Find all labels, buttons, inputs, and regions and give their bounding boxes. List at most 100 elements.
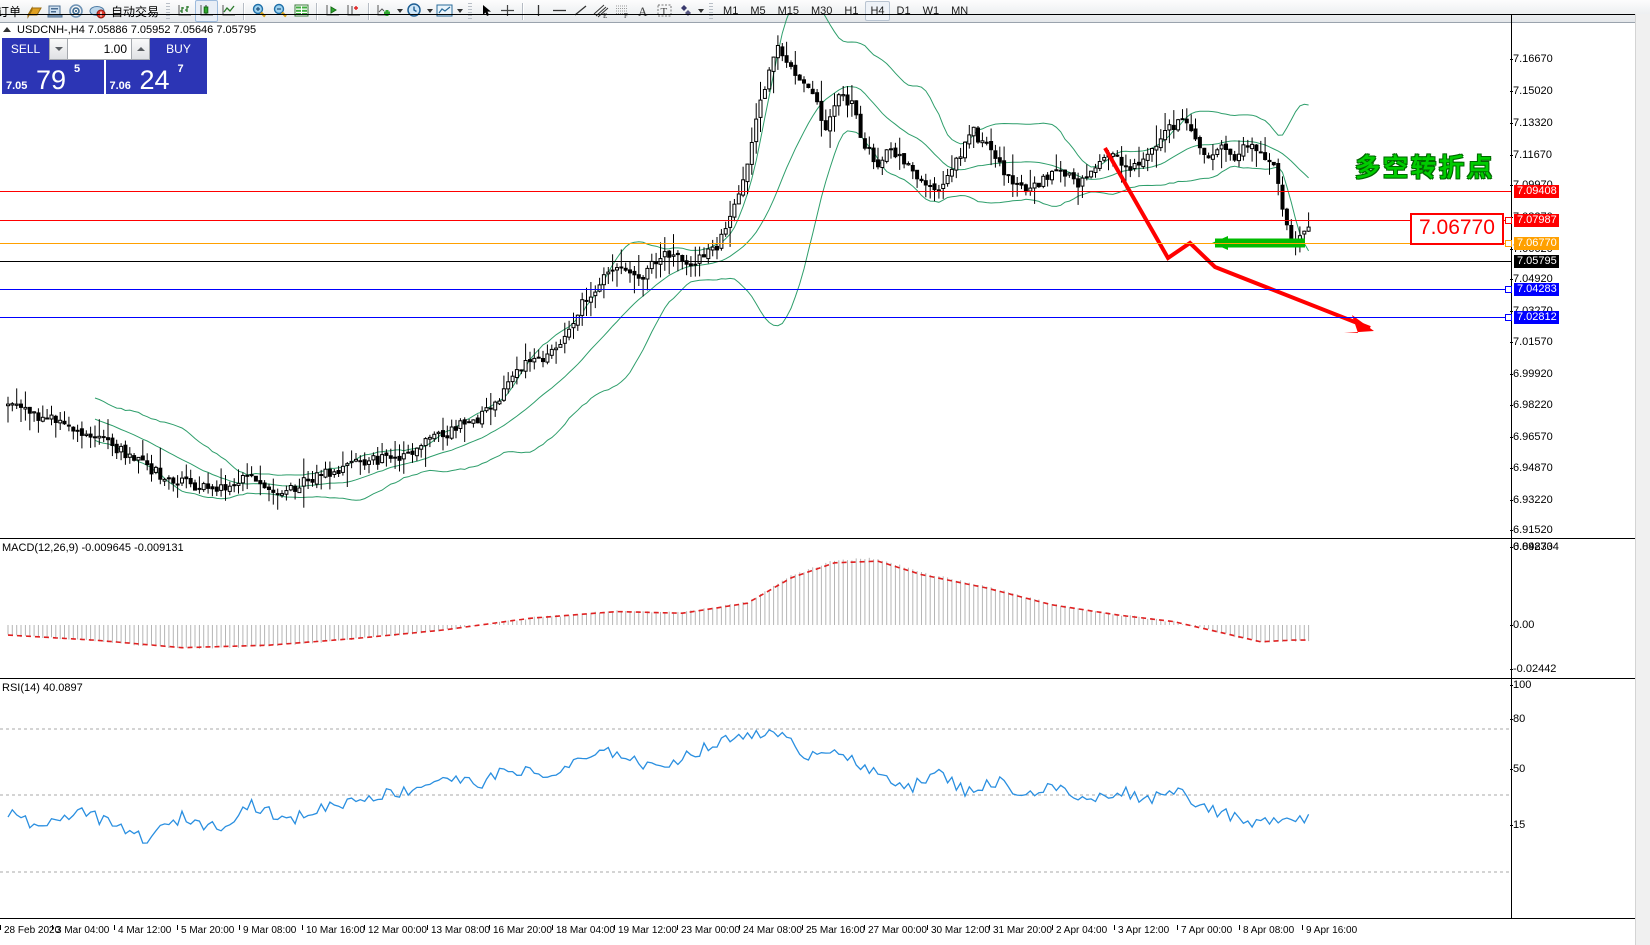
time-tick-label: 28 Feb 2020 bbox=[0, 925, 60, 936]
y-axis-tick: 80 bbox=[1509, 713, 1526, 725]
y-axis-tick: 50 bbox=[1509, 763, 1526, 775]
price-level-label: 7.09408 bbox=[1514, 185, 1559, 198]
price-annotation-box: 7.06770 bbox=[1410, 213, 1504, 245]
toolbar-separator bbox=[316, 2, 319, 20]
time-tick-label: 19 Mar 12:00 bbox=[614, 925, 677, 936]
svg-text:F: F bbox=[624, 12, 628, 19]
bar-chart-icon[interactable] bbox=[174, 1, 195, 21]
time-tick-label: 23 Mar 00:00 bbox=[677, 925, 740, 936]
macd-y-labels: 0.042334 0.00 -0.02442 bbox=[1509, 539, 1650, 678]
y-axis-tick: 6.91520 bbox=[1510, 524, 1553, 536]
macd-panel[interactable]: MACD(12,26,9) -0.009645 -0.009131 0.0423… bbox=[0, 538, 1650, 678]
y-axis-tick: 7.13320 bbox=[1510, 117, 1553, 129]
price-level-handle[interactable] bbox=[1505, 286, 1512, 293]
time-tick-label: 3 Apr 12:00 bbox=[1114, 925, 1169, 936]
chinese-annotation-text: 多空转折点 bbox=[1355, 154, 1496, 182]
vertical-scrollbar[interactable] bbox=[1635, 14, 1650, 945]
periods-icon[interactable] bbox=[404, 1, 425, 21]
price-level-handle[interactable] bbox=[1505, 314, 1512, 321]
macd-indicator-label: MACD(12,26,9) -0.009645 -0.009131 bbox=[2, 542, 184, 554]
symbol-info-text: USDCNH-,H4 7.05886 7.05952 7.05646 7.057… bbox=[17, 23, 257, 36]
periods-dropdown[interactable] bbox=[425, 1, 434, 21]
toolbar-grip[interactable] bbox=[709, 2, 714, 20]
auto-scroll-icon[interactable] bbox=[322, 1, 343, 21]
time-tick-label: 18 Mar 04:00 bbox=[552, 925, 615, 936]
price-level-line[interactable] bbox=[0, 261, 1511, 262]
price-level-line[interactable] bbox=[0, 289, 1511, 290]
price-level-label: 7.07987 bbox=[1514, 214, 1559, 227]
toolbar-grip[interactable] bbox=[166, 2, 171, 20]
chart-shift-icon[interactable] bbox=[343, 1, 364, 21]
line-chart-icon[interactable] bbox=[218, 1, 239, 21]
price-y-axis bbox=[1511, 15, 1512, 538]
price-level-line[interactable] bbox=[0, 191, 1511, 192]
orders-button[interactable]: 订单 bbox=[0, 4, 22, 19]
templates-dropdown[interactable] bbox=[455, 1, 464, 21]
price-chart-svg bbox=[6, 15, 1374, 510]
autotrade-button[interactable]: 自动交易 bbox=[111, 4, 160, 19]
volume-decrease-button[interactable] bbox=[49, 38, 68, 60]
price-y-labels: 7.166707.150207.133207.116707.099707.082… bbox=[1510, 15, 1650, 553]
price-level-handle[interactable] bbox=[1505, 217, 1512, 224]
time-tick-label: 30 Mar 12:00 bbox=[927, 925, 990, 936]
y-axis-tick: 7.01570 bbox=[1510, 336, 1553, 348]
sell-price[interactable]: 7.05 79 5 bbox=[2, 60, 104, 95]
volume-input[interactable]: 1.00 bbox=[68, 38, 131, 60]
price-level-line[interactable] bbox=[0, 243, 1511, 244]
price-chart-panel[interactable]: 7.166707.150207.133207.116707.099707.082… bbox=[0, 14, 1650, 553]
y-axis-tick: 6.93220 bbox=[1510, 494, 1553, 506]
rsi-y-labels: 100 80 50 15 bbox=[1509, 679, 1650, 918]
rsi-plot-area[interactable] bbox=[0, 679, 1511, 918]
time-tick-label: 9 Apr 16:00 bbox=[1302, 925, 1357, 936]
rsi-panel[interactable]: RSI(14) 40.0897 100 80 50 15 bbox=[0, 678, 1650, 918]
collapse-triangle-icon[interactable] bbox=[3, 27, 11, 32]
y-axis-tick: 100 bbox=[1509, 679, 1532, 691]
y-axis-tick: 7.11670 bbox=[1510, 149, 1552, 161]
macd-plot-area[interactable] bbox=[0, 539, 1511, 678]
time-tick-label: 8 Apr 08:00 bbox=[1239, 925, 1294, 936]
buy-button[interactable]: BUY bbox=[150, 38, 207, 60]
alert-icon[interactable] bbox=[87, 1, 108, 21]
y-axis-tick: 7.16670 bbox=[1510, 53, 1553, 65]
trade-prices-row[interactable]: 7.05 79 5 7.06 24 7 bbox=[2, 60, 207, 95]
y-axis-tick: 0.00 bbox=[1509, 619, 1535, 631]
rsi-y-axis bbox=[1511, 679, 1512, 918]
horizontal-line-icon[interactable] bbox=[549, 1, 570, 21]
one-click-trading-panel[interactable]: SELL 1.00 BUY 7.05 79 5 7.06 24 7 bbox=[2, 38, 207, 95]
y-axis-tick: 0.042334 bbox=[1510, 541, 1559, 553]
signal-icon[interactable] bbox=[66, 1, 87, 21]
toolbar-grip[interactable] bbox=[468, 2, 473, 20]
volume-increase-button[interactable] bbox=[131, 38, 150, 60]
add-indicator-dropdown[interactable] bbox=[395, 1, 404, 21]
text-label-icon[interactable]: A bbox=[633, 1, 654, 21]
buy-price-pips: 24 bbox=[139, 65, 170, 95]
price-level-handle[interactable] bbox=[1505, 240, 1512, 247]
templates-icon[interactable] bbox=[434, 1, 455, 21]
rsi-indicator-label: RSI(14) 40.0897 bbox=[2, 682, 83, 694]
buy-price[interactable]: 7.06 24 7 bbox=[105, 60, 207, 95]
svg-text:A: A bbox=[638, 4, 648, 19]
price-level-line[interactable] bbox=[0, 220, 1511, 221]
trendline-icon[interactable] bbox=[570, 1, 591, 21]
text-box-icon[interactable]: T bbox=[654, 1, 675, 21]
macd-chart-svg bbox=[7, 557, 1310, 649]
sell-button[interactable]: SELL bbox=[2, 38, 49, 60]
y-axis-tick: 7.04920 bbox=[1510, 273, 1553, 285]
add-indicator-icon[interactable] bbox=[374, 1, 395, 21]
candlestick-chart-icon[interactable] bbox=[195, 0, 219, 22]
time-tick-label: 5 Mar 20:00 bbox=[177, 925, 234, 936]
time-tick-label: 25 Mar 16:00 bbox=[802, 925, 865, 936]
time-tick-label: 13 Mar 08:00 bbox=[427, 925, 490, 936]
rsi-chart-svg bbox=[0, 728, 1511, 873]
price-level-line[interactable] bbox=[0, 317, 1511, 318]
shapes-dropdown[interactable] bbox=[696, 1, 705, 21]
time-tick-label: 31 Mar 20:00 bbox=[989, 925, 1052, 936]
time-tick-label: 7 Apr 00:00 bbox=[1177, 925, 1232, 936]
fibonacci-icon[interactable]: F bbox=[612, 1, 633, 21]
trade-controls-row[interactable]: SELL 1.00 BUY bbox=[2, 38, 207, 60]
toolbar-separator bbox=[243, 2, 246, 20]
price-plot-area[interactable] bbox=[0, 15, 1511, 538]
arrow-cursor-icon[interactable] bbox=[476, 1, 497, 21]
time-tick-label: 4 Mar 12:00 bbox=[114, 925, 171, 936]
symbol-info-line: USDCNH-,H4 7.05886 7.05952 7.05646 7.057… bbox=[0, 23, 1650, 36]
